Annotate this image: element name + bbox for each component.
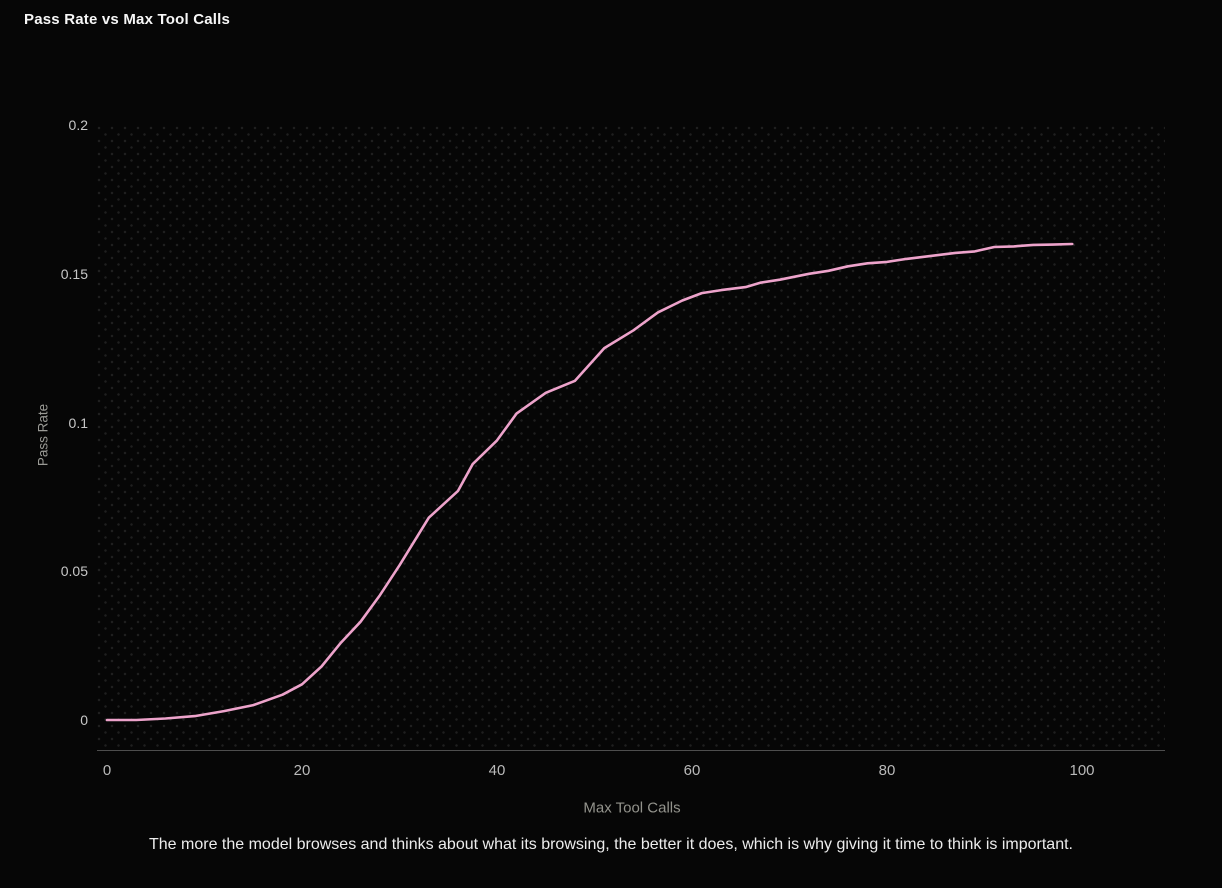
caption: The more the model browses and thinks ab…: [149, 836, 1073, 853]
line-path: [105, 242, 1074, 722]
x-tick-label: 60: [683, 762, 701, 779]
x-tick-label: 0: [102, 762, 112, 779]
x-tick-label: 20: [293, 762, 311, 779]
y-tick-label: 0.1: [68, 414, 88, 431]
x-tick-label: 40: [488, 762, 506, 779]
y-tick-label: 0.2: [68, 117, 88, 133]
plot-area: [97, 126, 1165, 750]
y-axis-label: Pass Rate: [35, 403, 51, 467]
chart-title: Pass Rate vs Max Tool Calls: [24, 11, 231, 28]
y-tick-label: 0.15: [60, 265, 88, 282]
x-tick-label: 80: [878, 762, 896, 779]
x-axis-line: [97, 750, 1165, 751]
pass-rate-line-series: [105, 242, 1074, 722]
y-tick-label: 0.05: [60, 563, 88, 580]
x-axis-label: Max Tool Calls: [583, 799, 681, 817]
y-tick-label: 0: [80, 712, 88, 728]
x-tick-label: 100: [1069, 762, 1095, 779]
